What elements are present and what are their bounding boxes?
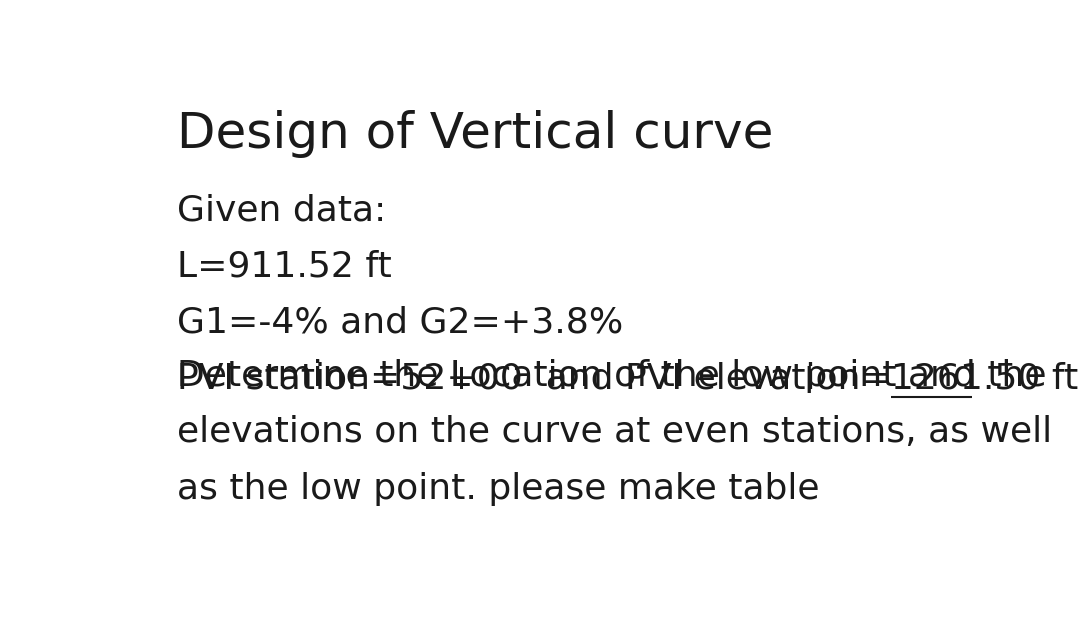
Text: Design of Vertical curve: Design of Vertical curve [177,110,773,158]
Text: as the low point. please make table: as the low point. please make table [177,472,820,505]
Text: Determine the Location of the low point and the: Determine the Location of the low point … [177,359,1047,393]
Text: L=911.52 ft: L=911.52 ft [177,249,392,283]
Text: Given data:: Given data: [177,193,387,227]
Text: G1=-4% and G2=+3.8%: G1=-4% and G2=+3.8% [177,306,623,340]
Text: PVI station=52+00  and PVI elevation=1261.50 ft: PVI station=52+00 and PVI elevation=1261… [177,361,1078,396]
Text: elevations on the curve at even stations, as well: elevations on the curve at even stations… [177,415,1052,450]
